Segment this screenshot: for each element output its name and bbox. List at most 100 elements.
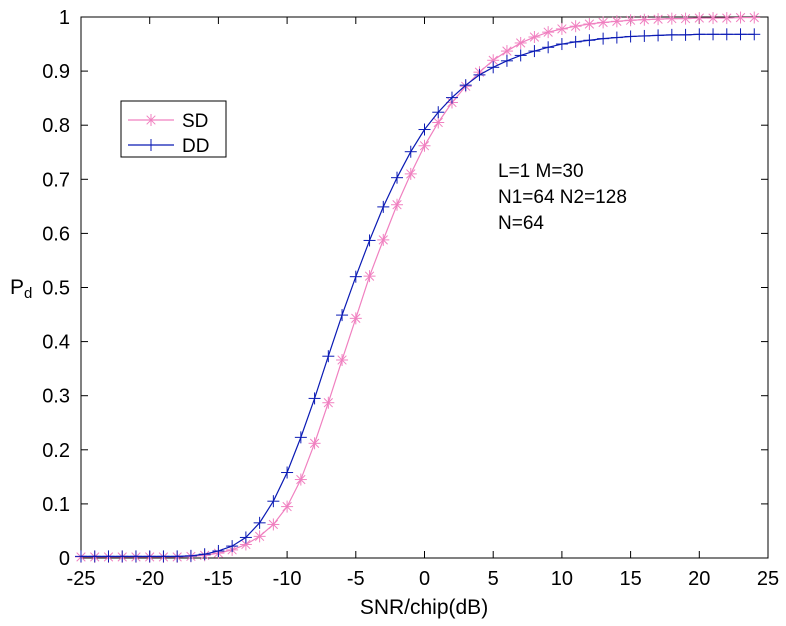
data-point [418,139,431,152]
x-tick-label: 5 [488,568,499,590]
data-point [143,550,156,563]
data-point [102,550,115,563]
data-point [610,15,623,28]
legend-box [120,100,227,158]
data-point [693,12,706,25]
data-point [404,167,417,180]
y-tick-label: 0 [59,548,70,570]
data-point [707,12,720,25]
data-point [528,31,541,44]
data-point [638,13,651,26]
data-point [665,12,678,25]
data-point [459,79,472,92]
data-point [363,270,376,283]
plot-area [80,16,769,559]
data-point [624,30,637,43]
data-point [748,11,761,24]
data-point [583,34,596,47]
data-point [75,550,87,563]
data-point [665,28,678,41]
x-tick-label: 15 [619,568,641,590]
x-tick-label: 10 [551,568,573,590]
data-point [528,45,541,58]
data-point [734,28,747,41]
data-point [349,312,362,325]
data-point [129,550,142,563]
annotation-line-2: N1=64 N2=128 [498,187,627,208]
data-point [748,28,761,41]
y-tick-label: 0.2 [42,440,70,462]
x-tick-label: -20 [135,568,164,590]
data-point [487,61,500,74]
data-point [679,12,692,25]
data-point [88,550,101,563]
y-axis-label: Pd [10,276,32,302]
series-sd [75,11,761,563]
y-tick-label: 0.4 [42,332,70,354]
data-point [281,466,294,479]
data-point [145,139,157,151]
data-point [267,518,280,531]
data-point [336,353,349,366]
annotation: L=1 M=30 N1=64 N2=128 N=64 [498,161,627,234]
data-point [720,12,733,25]
y-axis-label-subscript: d [24,285,32,302]
data-point [184,549,197,562]
data-point [418,123,431,136]
legend-label: DD [182,136,209,157]
y-tick-label: 0.1 [42,494,70,516]
axes: -25 -20 -15 -10 -5 0 5 10 15 20 25 0 0.1 0.2 0.3 0.4 0.5… [42,7,779,590]
y-axis-label-main: P [10,276,24,299]
x-tick-label: -25 [67,568,96,590]
data-point [542,26,555,39]
data-point [569,35,582,48]
y-tick-label: 0.7 [42,169,70,191]
data-point [363,234,376,247]
y-tick-label: 1 [59,7,70,29]
data-point [500,54,513,67]
data-point [198,548,211,561]
data-point [239,531,252,544]
data-point [308,392,321,405]
legend-items: SD DD [128,111,209,157]
data-point [597,16,610,29]
y-tick-label: 0.6 [42,223,70,245]
data-point [404,145,417,158]
data-point [322,396,335,409]
annotation-line-3: N=64 [498,213,544,234]
data-point [597,32,610,45]
data-point [294,473,307,486]
x-tick-label: 0 [419,568,430,590]
series-dd [75,28,761,563]
data-point [294,431,307,444]
data-point [514,36,527,49]
x-tick-label: 20 [688,568,710,590]
data-point [377,200,390,213]
data-point [624,14,637,27]
legend-item-sd: SD [128,111,208,132]
data-point [171,550,184,563]
data-point [652,29,665,42]
data-point [267,495,280,508]
data-point [391,198,404,211]
legend-item-dd: DD [128,136,209,157]
data-point [652,13,665,26]
x-tick-label: -15 [204,568,233,590]
data-point [555,22,568,35]
y-tick-label: 0.5 [42,278,70,300]
data-point [514,49,527,62]
data-point [720,28,733,41]
x-tick-label: -5 [347,568,365,590]
data-point [212,544,225,557]
legend: SD DD [120,100,227,158]
legend-label: SD [182,111,208,132]
data-point [638,29,651,42]
data-point [432,106,445,119]
data-point [555,38,568,51]
data-point [281,500,294,513]
data-point [377,233,390,246]
data-point [116,550,129,563]
data-point [391,171,404,184]
x-tick-label: -10 [273,568,302,590]
